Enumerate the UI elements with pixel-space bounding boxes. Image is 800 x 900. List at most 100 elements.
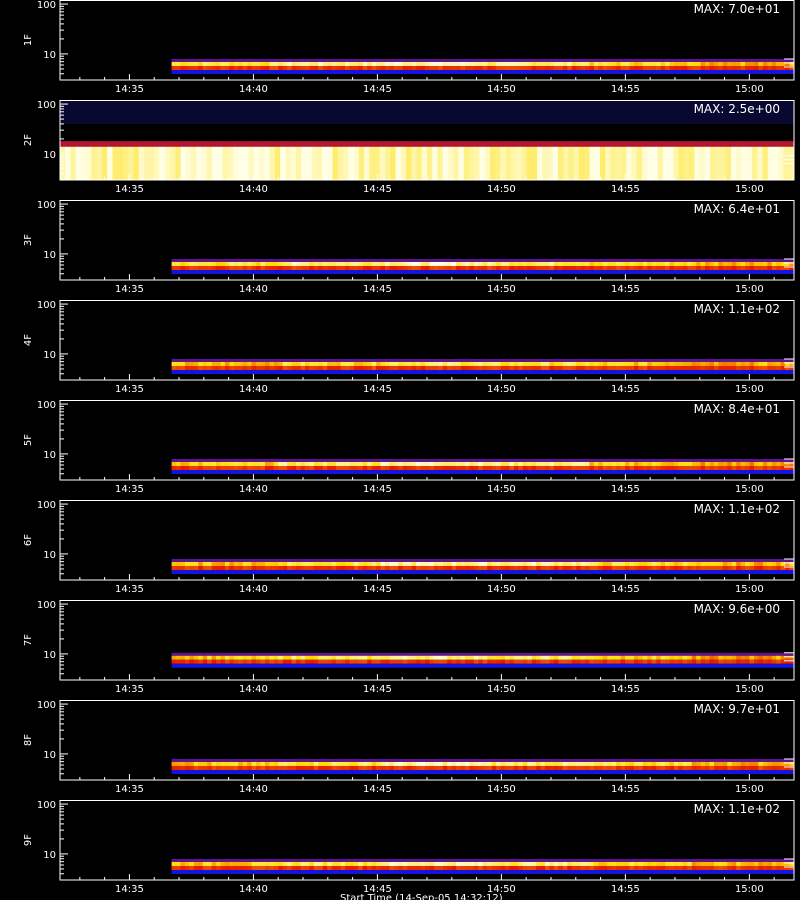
band-cell (313, 865, 319, 870)
band-cell (420, 269, 426, 274)
band-cell (482, 659, 488, 664)
band-cell (651, 69, 657, 74)
band-cell (536, 465, 541, 470)
band-cell (469, 561, 475, 566)
band-cell (602, 758, 608, 762)
band-cell (771, 663, 777, 668)
band-cell (585, 65, 590, 70)
band-cell (313, 369, 319, 374)
band-cell (611, 652, 617, 656)
band-cell (220, 858, 226, 862)
band-cell (280, 146, 286, 180)
band-cell (256, 558, 261, 562)
band-cell (762, 655, 768, 660)
band-cell (207, 652, 212, 656)
band-cell (682, 558, 688, 562)
band-cell (522, 765, 528, 770)
band-cell (331, 655, 337, 660)
band-cell (509, 361, 515, 366)
band-cell (456, 765, 461, 770)
band-cell (629, 365, 635, 370)
band-cell (296, 655, 301, 660)
band-cell (420, 769, 426, 774)
band-cell (521, 141, 528, 147)
band-cell (536, 655, 541, 660)
band-cell (358, 69, 364, 74)
band-cell (526, 146, 533, 180)
band-cell (438, 58, 444, 62)
band-cell (438, 461, 444, 466)
band-cell (198, 655, 204, 660)
band-cell (393, 361, 399, 366)
band-cell (767, 469, 773, 474)
band-cell (224, 369, 230, 374)
band-cell (340, 565, 346, 570)
band-cell (207, 58, 212, 62)
band-cell (749, 561, 755, 566)
band-cell (313, 769, 319, 774)
band-cell (696, 365, 702, 370)
band-cell (243, 141, 250, 147)
band-cell (687, 469, 693, 474)
band-cell (331, 269, 337, 274)
band-cell (513, 558, 519, 562)
band-cell (593, 565, 599, 570)
band-cell (673, 561, 679, 566)
band-cell (758, 663, 764, 668)
band-cell (713, 465, 719, 470)
band-cell (562, 361, 568, 366)
band-cell (202, 58, 208, 62)
band-cell (665, 758, 670, 762)
band-cell (420, 561, 426, 566)
band-cell (691, 58, 697, 62)
band-cell (473, 258, 479, 262)
band-cell (447, 58, 453, 62)
band-cell (691, 558, 697, 562)
band-cell (505, 61, 510, 66)
band-cell (722, 265, 728, 270)
band-cell (602, 361, 608, 366)
band-cell (593, 469, 599, 474)
band-cell (576, 458, 582, 462)
band-cell (193, 758, 199, 762)
y-tick-label: 100 (37, 700, 56, 711)
band-cell (176, 561, 181, 566)
band-cell (616, 58, 622, 62)
band-cell (358, 258, 364, 262)
band-cell (527, 369, 533, 374)
band-cell (429, 769, 435, 774)
band-cell (469, 469, 475, 474)
band-cell (647, 69, 653, 74)
band-cell (411, 458, 417, 462)
band-cell (482, 61, 488, 66)
y-tick-label: 100 (37, 0, 56, 11)
band-cell (731, 469, 737, 474)
x-tick-label: 14:50 (487, 384, 516, 395)
band-cell (718, 465, 724, 470)
band-cell (207, 869, 212, 874)
band-cell (411, 358, 417, 362)
band-cell (407, 659, 413, 664)
band-cell (318, 465, 324, 470)
band-cell (278, 461, 284, 466)
band-cell (238, 659, 244, 664)
band-cell (473, 769, 479, 774)
band-cell (322, 761, 328, 766)
band-cell (278, 659, 284, 664)
band-cell (687, 365, 693, 370)
band-cell (482, 461, 488, 466)
band-cell (638, 61, 644, 66)
band-cell (438, 865, 444, 870)
band-cell (496, 765, 501, 770)
band-cell (642, 361, 648, 366)
band-cell (349, 758, 355, 762)
band-cell (220, 265, 226, 270)
band-cell (442, 258, 448, 262)
band-cell (256, 58, 261, 62)
band-cell (184, 869, 190, 874)
band-cell (358, 369, 364, 374)
band-cell (740, 652, 746, 656)
band-cell (313, 258, 319, 262)
band-cell (465, 58, 470, 62)
band-cell (247, 358, 253, 362)
